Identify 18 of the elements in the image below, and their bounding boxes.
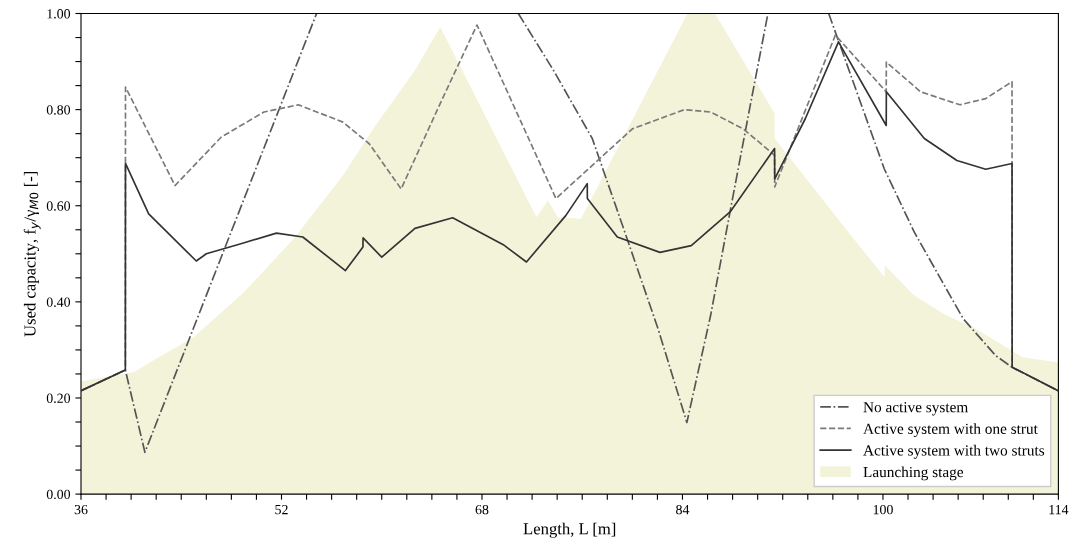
x-tick-label: 100 <box>873 504 893 515</box>
x-tick-label: 52 <box>275 504 288 515</box>
legend-label: Active system with one strut <box>863 423 1038 438</box>
x-tick-label: 36 <box>74 504 88 515</box>
x-tick-label: 84 <box>676 504 690 515</box>
legend-label: Launching stage <box>863 466 964 481</box>
legend-label: No active system <box>863 402 968 416</box>
y-tick-label: 0.00 <box>46 489 71 500</box>
y-tick-label: 0.20 <box>46 393 71 403</box>
y-tick-label: 0.80 <box>46 105 71 115</box>
x-tick-label: 114 <box>1049 504 1069 515</box>
x-tick-label: 68 <box>475 504 489 515</box>
y-tick-label: 0.40 <box>46 297 71 307</box>
x-axis-title: Length, L [m] <box>523 522 616 538</box>
y-axis-title: Used capacity, f$_{y}$/γ$_{M0}$ [-] <box>23 171 41 337</box>
y-tick-label: 1.00 <box>47 9 71 19</box>
legend-label: Active system with two struts <box>863 444 1045 459</box>
y-tick-label: 0.60 <box>46 201 71 211</box>
